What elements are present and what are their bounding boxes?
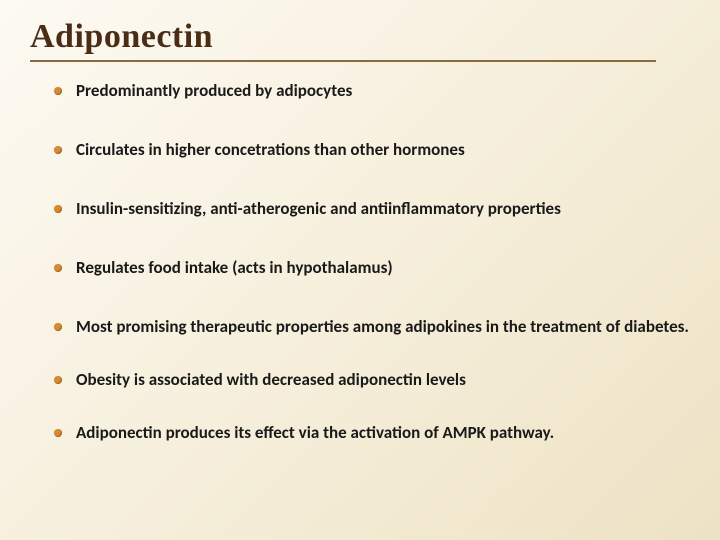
page-title: Adiponectin xyxy=(30,18,710,56)
title-underline xyxy=(30,60,656,62)
list-item: Most promising therapeutic properties am… xyxy=(54,316,710,339)
list-item: Predominantly produced by adipocytes xyxy=(54,80,710,103)
list-item: Obesity is associated with decreased adi… xyxy=(54,369,710,392)
list-item: Regulates food intake (acts in hypothala… xyxy=(54,257,710,280)
list-item: Insulin-sensitizing, anti-atherogenic an… xyxy=(54,198,710,221)
slide-container: Adiponectin Predominantly produced by ad… xyxy=(0,0,720,540)
list-item: Circulates in higher concetrations than … xyxy=(54,139,710,162)
list-item: Adiponectin produces its effect via the … xyxy=(54,422,710,445)
bullet-list: Predominantly produced by adipocytes Cir… xyxy=(30,80,710,445)
